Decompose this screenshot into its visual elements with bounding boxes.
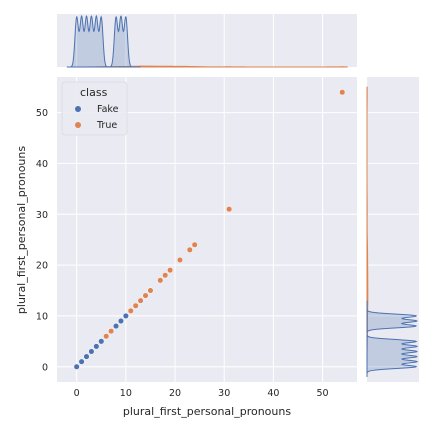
legend-marker-true xyxy=(75,122,81,128)
scatter-point-fake xyxy=(112,323,120,330)
y-tick-label: 20 xyxy=(36,261,48,272)
main-grid xyxy=(57,77,357,382)
scatter-point-true xyxy=(191,241,198,248)
scatter-point-fake xyxy=(122,312,129,319)
legend-box xyxy=(61,81,128,136)
y-tick-label: 30 xyxy=(36,210,48,221)
y-tick-label: 40 xyxy=(36,159,48,170)
x-tick-label: 40 xyxy=(267,388,279,399)
scatter-point-true xyxy=(167,267,174,274)
x-axis-label: plural_first_personal_pronouns xyxy=(123,405,291,418)
legend: class Fake True xyxy=(61,81,128,136)
scatter-point-fake xyxy=(117,317,124,325)
top-kde-fake xyxy=(66,14,141,68)
scatter-point-fake xyxy=(83,353,90,360)
scatter-point-true xyxy=(127,307,134,314)
scatter-point-true xyxy=(339,89,346,96)
legend-label-fake: Fake xyxy=(97,104,119,115)
scatter-point-true xyxy=(186,246,193,253)
x-tick-label: 30 xyxy=(218,388,230,399)
x-tick-labels: 0 10 20 30 40 50 xyxy=(74,388,329,399)
top-marginal-grid xyxy=(76,14,324,67)
scatter-point-true xyxy=(108,328,115,335)
main-points xyxy=(73,89,346,370)
right-kde-fake xyxy=(366,300,419,377)
legend-title: class xyxy=(80,86,108,99)
scatter-point-true xyxy=(137,297,144,304)
legend-marker-fake xyxy=(75,106,81,112)
scatter-point-fake xyxy=(98,338,105,345)
y-tick-label: 10 xyxy=(36,311,48,322)
scatter-point-true xyxy=(226,206,233,213)
y-axis-label: plural_first_personal_pronouns xyxy=(15,146,28,314)
top-marginal-axes xyxy=(57,14,357,68)
right-marginal-axes xyxy=(366,77,419,382)
top-marginal-background xyxy=(57,14,357,67)
y-tick-label: 50 xyxy=(36,108,48,119)
y-tick-label: 0 xyxy=(42,362,48,373)
x-tick-label: 10 xyxy=(120,388,132,399)
scatter-point-fake xyxy=(93,343,100,350)
scatter-point-true xyxy=(162,272,169,279)
x-tick-label: 50 xyxy=(317,388,329,399)
scatter-point-true xyxy=(176,256,184,264)
scatter-point-fake xyxy=(73,363,80,370)
scatter-point-true xyxy=(157,277,164,284)
x-tick-label: 20 xyxy=(169,388,181,399)
scatter-point-true xyxy=(132,302,139,309)
right-marginal-grid xyxy=(367,112,419,368)
scatter-point-true xyxy=(142,292,149,299)
x-tick-label: 0 xyxy=(74,388,80,399)
y-tick-labels: 0 10 20 30 40 50 xyxy=(36,108,48,373)
scatter-point-fake xyxy=(88,348,95,355)
scatter-point-true xyxy=(103,333,110,340)
right-marginal-background xyxy=(367,77,419,382)
legend-label-true: True xyxy=(96,120,117,131)
scatter-point-fake xyxy=(78,358,85,365)
scatter-point-true xyxy=(147,287,154,294)
